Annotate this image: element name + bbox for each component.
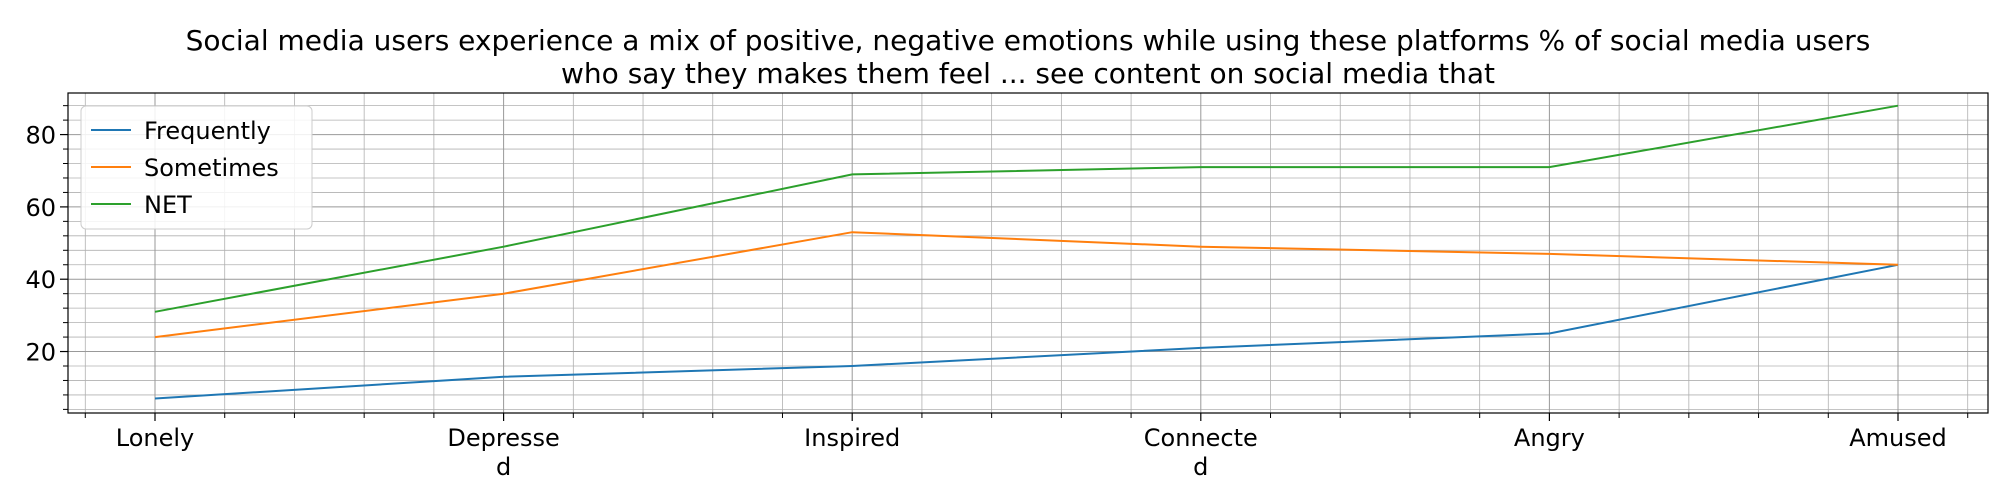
y-tick-label: 40 bbox=[25, 266, 56, 294]
x-tick-label: Depresse bbox=[447, 424, 559, 452]
legend-label: Sometimes bbox=[144, 154, 279, 182]
x-tick-label: Angry bbox=[1514, 424, 1585, 452]
x-tick-label: d bbox=[1193, 453, 1208, 481]
legend-label: Frequently bbox=[144, 117, 271, 145]
legend-label: NET bbox=[144, 191, 192, 219]
series-layer bbox=[154, 104, 1899, 400]
x-tick-label: d bbox=[496, 453, 511, 481]
series-line-net bbox=[154, 104, 1899, 313]
y-tick-label: 80 bbox=[25, 122, 56, 150]
legend-layer: Frequently Sometimes NET bbox=[80, 105, 313, 230]
grid-layer bbox=[68, 93, 1988, 413]
x-tick-label: Amused bbox=[1849, 424, 1947, 452]
chart-title-line-2: who say they makes them feel ... see con… bbox=[561, 57, 1495, 90]
series-line-sometimes bbox=[154, 231, 1899, 339]
plot-frame bbox=[67, 92, 1989, 414]
x-tick-label: Lonely bbox=[116, 424, 194, 452]
y-tick-label: 20 bbox=[25, 339, 56, 367]
chart-title-line-1: Social media users experience a mix of p… bbox=[186, 24, 1871, 57]
series-line-frequently bbox=[154, 263, 1899, 400]
x-tick-label: Connecte bbox=[1144, 424, 1258, 452]
x-tick-label: Inspired bbox=[804, 424, 900, 452]
legend-box bbox=[80, 105, 313, 230]
y-tick-label: 60 bbox=[25, 194, 56, 222]
